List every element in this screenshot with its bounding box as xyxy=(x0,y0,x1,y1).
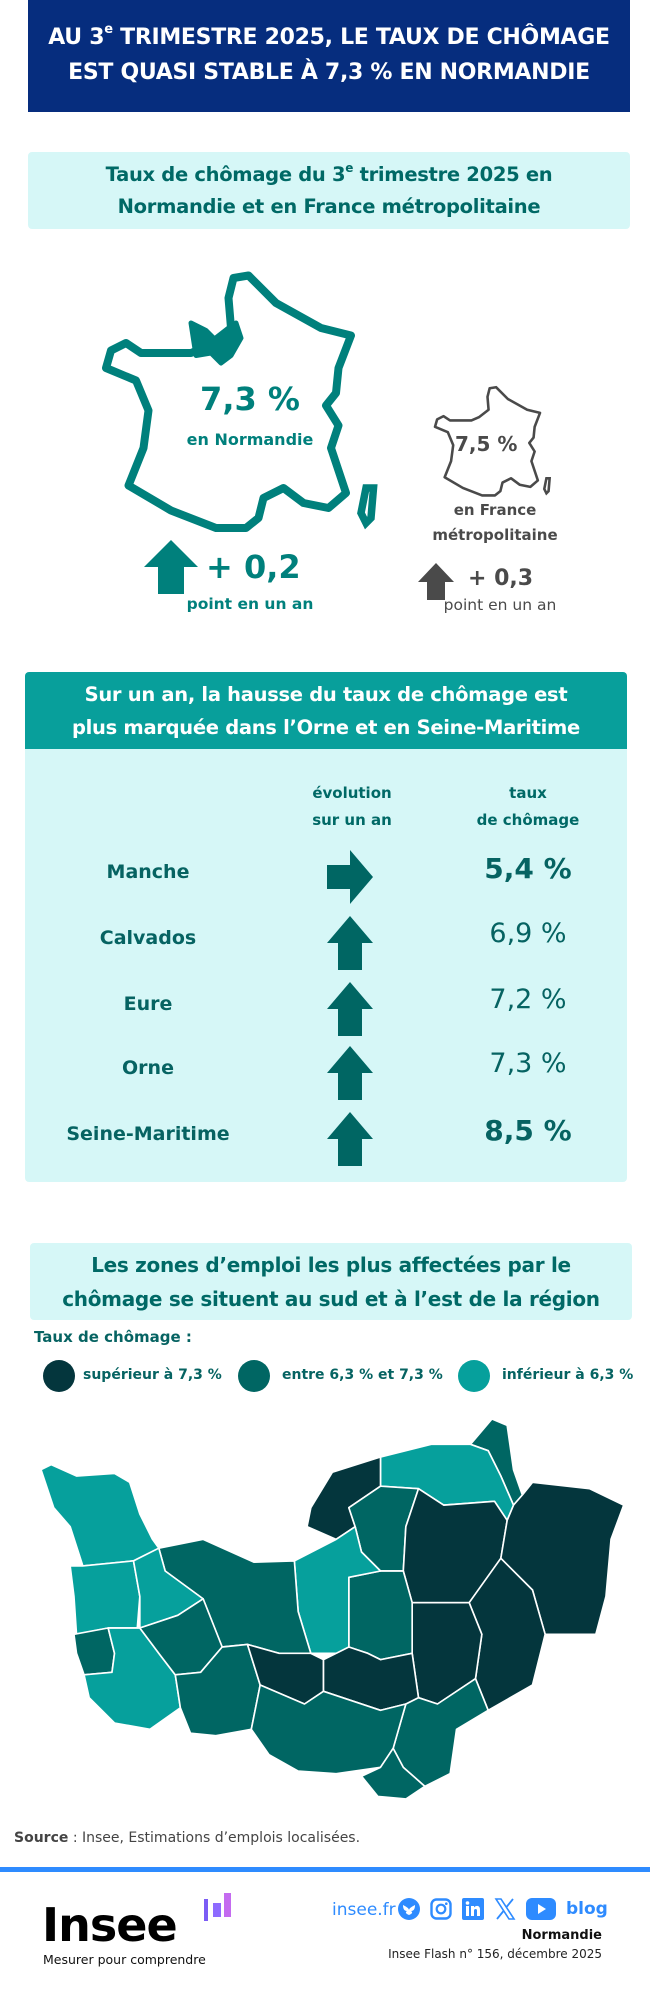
france-change: + 0,3 xyxy=(468,566,534,591)
insee-tagline: Mesurer pour comprendre xyxy=(43,1952,206,1967)
footer-region: Normandie xyxy=(521,1928,602,1943)
arrow-right-icon xyxy=(327,850,373,904)
zone-mortagne xyxy=(360,1747,426,1799)
footer-publication: Insee Flash n° 156, décembre 2025 xyxy=(388,1947,602,1961)
source-note: Source : Insee, Estimations d’emplois lo… xyxy=(14,1830,361,1846)
department-name: Orne xyxy=(122,1057,174,1079)
department-rate: 8,5 % xyxy=(484,1114,572,1147)
normandie-label: en Normandie xyxy=(186,430,314,449)
blog-icon[interactable]: blog xyxy=(566,1899,608,1919)
department-rate: 7,3 % xyxy=(489,1048,567,1079)
section2-title: Sur un an, la hausse du taux de chômage … xyxy=(25,672,627,749)
departments-table xyxy=(25,749,627,1182)
insee-logo: Insee xyxy=(42,1898,178,1952)
social-links: blog xyxy=(398,1898,608,1920)
france-change-label: point en un an xyxy=(443,596,557,614)
department-rate: 6,9 % xyxy=(489,918,567,949)
department-name: Manche xyxy=(106,861,190,883)
section3-title: Les zones d’emploi les plus affectées pa… xyxy=(30,1243,632,1320)
main-title: AU 3e TRIMESTRE 2025, LE TAUX DE CHÔMAGE… xyxy=(28,0,630,112)
france-map-normandie-icon xyxy=(102,271,378,532)
arrow-up-icon xyxy=(144,540,198,594)
department-name: Eure xyxy=(123,993,173,1015)
employment-zones-map xyxy=(40,1419,625,1799)
france-rate: 7,5 % xyxy=(455,432,518,456)
legend-label-low: inférieur à 6,3 % xyxy=(502,1367,634,1383)
youtube-icon[interactable] xyxy=(526,1898,556,1920)
bluesky-icon[interactable] xyxy=(398,1898,420,1920)
legend-title: Taux de chômage : xyxy=(34,1328,192,1346)
x-icon[interactable] xyxy=(494,1898,516,1920)
zone-lisieux xyxy=(348,1570,413,1661)
france-map-icon xyxy=(433,385,552,497)
arrow-up-icon xyxy=(327,1046,373,1100)
column-header-rate: taux de chômage xyxy=(476,784,580,829)
zone-cherbourg xyxy=(40,1463,160,1567)
footer-divider xyxy=(0,1867,650,1872)
legend-swatch-mid xyxy=(238,1360,270,1392)
insee-logo-bars-icon xyxy=(204,1893,231,1921)
insee-site-link[interactable]: insee.fr xyxy=(332,1900,396,1920)
department-rate: 5,4 % xyxy=(484,852,572,885)
zone-granville xyxy=(73,1627,116,1676)
normandie-change: + 0,2 xyxy=(206,548,301,586)
france-label: en France métropolitaine xyxy=(432,501,558,544)
linkedin-icon[interactable] xyxy=(462,1898,484,1920)
arrow-up-icon xyxy=(327,982,373,1036)
instagram-icon[interactable] xyxy=(430,1898,452,1920)
legend-swatch-low xyxy=(458,1360,490,1392)
section1-title: Taux de chômage du 3e trimestre 2025 en … xyxy=(28,152,630,229)
department-rate: 7,2 % xyxy=(489,984,567,1015)
department-name: Seine-Maritime xyxy=(66,1123,230,1145)
legend-swatch-high xyxy=(43,1360,75,1392)
legend-label-high: supérieur à 7,3 % xyxy=(83,1367,222,1383)
legend-label-mid: entre 6,3 % et 7,3 % xyxy=(282,1367,443,1383)
arrow-up-icon xyxy=(327,916,373,970)
department-name: Calvados xyxy=(99,927,197,949)
normandie-change-label: point en un an xyxy=(186,595,314,613)
arrow-up-icon xyxy=(327,1112,373,1166)
normandie-rate: 7,3 % xyxy=(200,380,300,418)
zone-coutances xyxy=(69,1560,141,1636)
column-header-evolution: évolution sur un an xyxy=(312,784,392,829)
arrow-up-icon xyxy=(418,563,454,600)
